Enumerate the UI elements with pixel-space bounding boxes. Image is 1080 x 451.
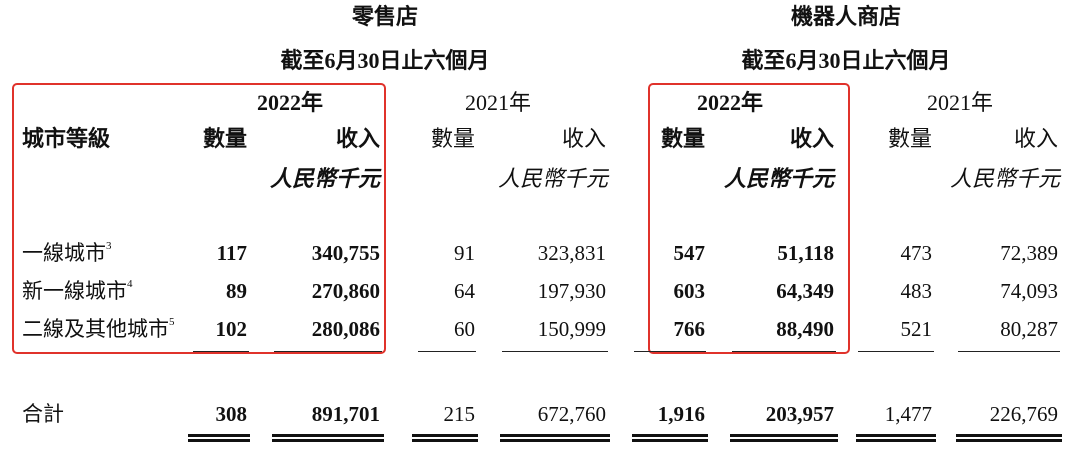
total-row: 合計 308 891,701 215 672,760 1,916 203,957… [0, 404, 1080, 430]
robot-2022-unit-header: 人民幣千元 [723, 166, 834, 191]
robot-2022-count: 766 [673, 317, 706, 341]
retail-2022-unit-header: 人民幣千元 [269, 166, 380, 191]
robot-2022-revenue: 51,118 [777, 241, 834, 265]
table-row: 新一線城市4 89 270,860 64 197,930 603 64,349 … [0, 278, 1080, 307]
robot-2021-count: 473 [900, 241, 933, 265]
table-row: 二線及其他城市5 102 280,086 60 150,999 766 88,4… [0, 316, 1080, 345]
retail-group-title: 零售店 [351, 4, 419, 29]
row-label: 新一線城市4 [22, 278, 133, 303]
table-row: 一線城市3 117 340,755 91 323,831 547 51,118 … [0, 240, 1080, 269]
subtotal-rule [858, 351, 934, 352]
retail-2022-revenue: 270,860 [311, 279, 380, 303]
retail-2022-revenue: 340,755 [311, 241, 380, 265]
robot-2022-count-total: 1,916 [657, 402, 705, 426]
total-double-rule [500, 434, 610, 442]
robot-group-title: 機器人商店 [790, 4, 902, 29]
retail-2021-revenue: 323,831 [537, 241, 606, 265]
retail-2022-revenue-header: 收入 [335, 126, 380, 151]
robot-2021-count-header: 數量 [887, 126, 932, 151]
subtotal-rule [274, 351, 382, 352]
robot-2022-count: 603 [673, 279, 706, 303]
retail-2021-revenue: 197,930 [537, 279, 606, 303]
retail-2021-count: 91 [454, 241, 475, 265]
robot-2022-count: 547 [673, 241, 706, 265]
city-tier-header: 城市等級 [22, 126, 111, 151]
total-label: 合計 [22, 402, 64, 426]
subtotal-rule [193, 351, 249, 352]
robot-2021-revenue-header: 收入 [1013, 126, 1058, 151]
subtotal-rule [634, 351, 706, 352]
retail-2021-count: 64 [454, 279, 475, 303]
retail-2022-revenue-total: 891,701 [311, 402, 380, 426]
retail-2021-count: 60 [454, 317, 475, 341]
robot-year-2021: 2021年 [926, 90, 994, 115]
subtotal-rule [502, 351, 608, 352]
retail-2022-count: 89 [226, 279, 247, 303]
retail-2021-revenue: 150,999 [537, 317, 606, 341]
row-label: 一線城市3 [22, 240, 112, 265]
robot-2022-highlight-box [648, 83, 850, 354]
footnote-marker: 3 [106, 240, 112, 252]
robot-2021-revenue: 72,389 [1000, 241, 1058, 265]
retail-year-2021: 2021年 [464, 90, 532, 115]
robot-2021-count-total: 1,477 [884, 402, 932, 426]
retail-2022-count-header: 數量 [202, 126, 247, 151]
retail-2022-count: 102 [215, 317, 248, 341]
subtotal-rule [958, 351, 1060, 352]
robot-2021-unit-header: 人民幣千元 [949, 166, 1060, 191]
footnote-marker: 5 [169, 316, 175, 328]
retail-year-2022: 2022年 [256, 90, 324, 115]
footnote-marker: 4 [127, 278, 133, 290]
robot-2021-count: 521 [900, 317, 933, 341]
total-double-rule [956, 434, 1062, 442]
robot-2021-revenue-total: 226,769 [989, 402, 1058, 426]
robot-2022-revenue-total: 203,957 [765, 402, 834, 426]
total-double-rule [272, 434, 384, 442]
retail-2022-highlight-box [12, 83, 386, 354]
robot-2022-revenue-header: 收入 [789, 126, 834, 151]
retail-2021-count-total: 215 [443, 402, 476, 426]
retail-2022-count-total: 308 [215, 402, 248, 426]
retail-group-subtitle: 截至6月30日止六個月 [280, 48, 490, 73]
retail-2021-revenue-header: 收入 [561, 126, 606, 151]
robot-2022-revenue: 64,349 [776, 279, 834, 303]
robot-2021-count: 483 [900, 279, 933, 303]
retail-2021-unit-header: 人民幣千元 [497, 166, 608, 191]
retail-2021-revenue-total: 672,760 [537, 402, 606, 426]
total-double-rule [188, 434, 250, 442]
subtotal-rule [418, 351, 476, 352]
robot-2022-count-header: 數量 [660, 126, 705, 151]
robot-2021-revenue: 80,287 [1000, 317, 1058, 341]
retail-2022-revenue: 280,086 [311, 317, 380, 341]
retail-2022-count: 117 [216, 241, 247, 265]
row-label: 二線及其他城市5 [22, 316, 175, 341]
robot-year-2022: 2022年 [696, 90, 764, 115]
total-double-rule [856, 434, 936, 442]
total-double-rule [412, 434, 478, 442]
subtotal-rule [732, 351, 836, 352]
retail-2021-count-header: 數量 [430, 126, 475, 151]
robot-2021-revenue: 74,093 [1000, 279, 1058, 303]
total-double-rule [730, 434, 838, 442]
robot-group-subtitle: 截至6月30日止六個月 [741, 48, 951, 73]
robot-2022-revenue: 88,490 [776, 317, 834, 341]
total-double-rule [632, 434, 708, 442]
